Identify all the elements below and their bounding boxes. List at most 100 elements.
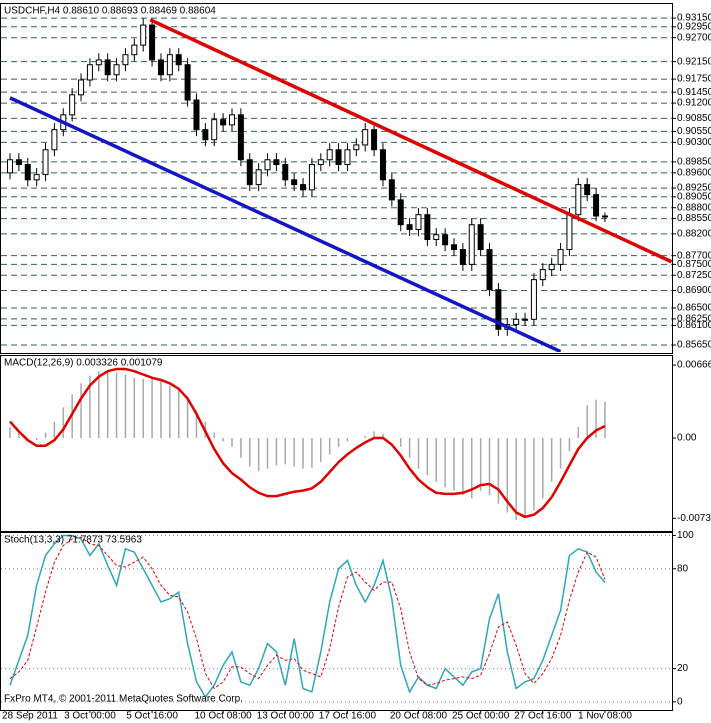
candle-body xyxy=(95,59,102,66)
macd-plot xyxy=(9,367,606,521)
candle-body xyxy=(86,64,93,81)
candle-body xyxy=(140,24,147,46)
y-tick-label: 0.91750 xyxy=(677,74,711,85)
candle-body xyxy=(566,214,573,251)
candle-body xyxy=(486,249,493,291)
candle-body xyxy=(353,144,360,151)
candle-body xyxy=(371,129,378,151)
y-tick-label: 80 xyxy=(677,563,689,574)
y-tick-label: 0.92700 xyxy=(677,32,711,43)
y-tick-label: 0.90850 xyxy=(677,113,711,124)
candle-body xyxy=(468,224,475,265)
candle-body xyxy=(397,199,404,226)
y-tick-label: 0.86500 xyxy=(677,303,711,314)
y-tick-label: 0.93150 xyxy=(677,13,711,24)
y-tick-label: 0.87700 xyxy=(677,250,711,261)
candle-body xyxy=(539,269,546,281)
y-tick-label: 0.90300 xyxy=(677,137,711,148)
candle-body xyxy=(495,289,502,330)
candle-body xyxy=(451,244,457,251)
candle-body xyxy=(113,64,120,76)
candle-body xyxy=(211,119,218,141)
candle-body xyxy=(584,184,591,196)
macd-panel-frame xyxy=(0,355,673,532)
candle-body xyxy=(193,99,200,131)
candle-body xyxy=(424,214,431,241)
candle-body xyxy=(601,215,608,218)
y-tick-label: 0.88550 xyxy=(677,213,711,224)
candle-body xyxy=(433,234,440,241)
candle-body xyxy=(459,249,466,265)
y-tick-label: 0.85650 xyxy=(677,340,711,351)
indicator-line xyxy=(9,536,606,690)
candle-body xyxy=(530,279,537,320)
indicator-line xyxy=(9,367,606,519)
candle-body xyxy=(415,214,422,231)
y-tick-label: 0.92950 xyxy=(677,21,711,32)
candle-body xyxy=(300,184,307,191)
candle-body xyxy=(264,159,271,171)
candle-body xyxy=(255,169,262,186)
panel-title: Stoch(13,3,3) 71.7873 73.5963 xyxy=(4,535,142,546)
candle-body xyxy=(24,164,31,181)
trendline xyxy=(9,96,562,352)
candle-body xyxy=(104,59,111,76)
candle-body xyxy=(7,159,13,174)
candle-body xyxy=(593,194,600,217)
candle-body xyxy=(548,263,555,271)
candle-body xyxy=(442,234,449,246)
candle-body xyxy=(379,149,386,181)
y-tick-label: 0.86900 xyxy=(677,285,711,296)
x-tick-label: 13 Oct 00:00 xyxy=(257,711,315,722)
panel-title: MACD(12,26,9) 0.003326 0.001079 xyxy=(4,358,163,369)
x-tick-label: 1 Nov 08:00 xyxy=(578,711,632,722)
candle-body xyxy=(308,164,315,191)
candle-body xyxy=(149,24,156,61)
y-tick-label: 0.86100 xyxy=(677,320,711,331)
stoch-panel-frame xyxy=(0,532,673,711)
price-panel-frame xyxy=(0,3,673,354)
candle-body xyxy=(175,54,182,66)
x-tick-label: 28 Sep 2011 xyxy=(2,711,58,722)
y-tick-label: 0.90550 xyxy=(677,126,711,137)
candle-body xyxy=(220,119,227,126)
candle-body xyxy=(246,159,253,186)
x-tick-label: 27 Oct 16:00 xyxy=(514,711,572,722)
candle-body xyxy=(166,54,173,76)
candle-body xyxy=(184,64,191,101)
candle-body xyxy=(575,184,582,216)
candle-body xyxy=(477,224,484,251)
x-tick-label: 3 Oct 00:00 xyxy=(64,711,116,722)
candle-body xyxy=(157,59,164,76)
candle-body xyxy=(237,114,244,161)
y-tick-label: 0.91450 xyxy=(677,87,711,98)
x-tick-label: 17 Oct 16:00 xyxy=(319,711,377,722)
candle-body xyxy=(229,114,235,126)
y-tick-label: 0.89050 xyxy=(677,191,711,202)
y-tick-label: 0.86250 xyxy=(677,314,711,325)
y-tick-label: 0.87250 xyxy=(677,270,711,281)
candle-body xyxy=(51,129,58,151)
candle-body xyxy=(388,179,395,201)
y-tick-label: 0.89600 xyxy=(677,167,711,178)
y-tick-label: 0.00666 xyxy=(677,360,711,371)
y-tick-label: 0.92150 xyxy=(677,56,711,67)
y-tick-label: -0.00733 xyxy=(677,513,711,524)
y-tick-label: 0.91200 xyxy=(677,98,711,109)
y-tick-label: 0.88800 xyxy=(677,202,711,213)
candle-body xyxy=(291,179,298,186)
candle-body xyxy=(78,79,85,96)
candle-body xyxy=(202,129,209,141)
candle-body xyxy=(362,129,369,146)
candle-body xyxy=(131,44,138,56)
candle-body xyxy=(122,54,129,66)
x-tick-label: 10 Oct 08:00 xyxy=(194,711,252,722)
y-tick-label: 0.88200 xyxy=(677,229,711,240)
candle-body xyxy=(557,249,564,265)
candle-body xyxy=(15,159,22,166)
annotation: FxPro MT4, © 2001-2011 MetaQuotes Softwa… xyxy=(4,694,243,705)
panel-title: USDCHF,H4 0.88610 0.88693 0.88469 0.8860… xyxy=(4,6,216,17)
x-tick-label: 20 Oct 08:00 xyxy=(390,711,448,722)
y-tick-label: 0.89250 xyxy=(677,183,711,194)
